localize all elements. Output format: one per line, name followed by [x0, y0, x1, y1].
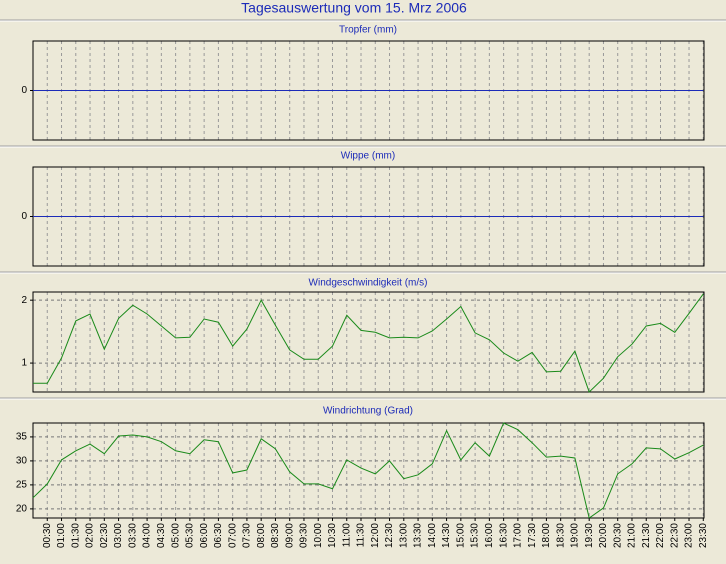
x-tick-label: 21:30	[641, 523, 652, 548]
x-tick-label: 20:30	[612, 523, 623, 548]
x-tick-label: 18:30	[555, 523, 566, 548]
panel-title: Tropfer (mm)	[339, 25, 397, 36]
x-tick-label: 18:00	[541, 523, 552, 548]
data-line	[33, 293, 704, 393]
x-tick-label: 00:30	[42, 523, 53, 548]
x-tick-label: 21:00	[627, 523, 638, 548]
x-tick-label: 07:00	[227, 523, 238, 548]
panel-title: Windrichtung (Grad)	[323, 406, 413, 417]
x-tick-label: 02:30	[99, 523, 110, 548]
x-tick-label: 09:00	[284, 523, 295, 548]
x-tick-label: 10:30	[327, 523, 338, 548]
x-tick-label: 15:30	[470, 523, 481, 548]
x-tick-label: 01:30	[70, 523, 81, 548]
plot-frame	[32, 422, 705, 519]
y-tick-label: 1	[21, 358, 27, 369]
x-tick-label: 14:30	[441, 523, 452, 548]
x-tick-label: 12:00	[370, 523, 381, 548]
x-tick-label: 15:00	[455, 523, 466, 548]
x-tick-label: 19:30	[584, 523, 595, 548]
x-tick-label: 13:00	[398, 523, 409, 548]
x-tick-label: 22:30	[669, 523, 680, 548]
y-tick-label: 30	[16, 456, 28, 467]
x-tick-label: 03:30	[127, 523, 138, 548]
x-tick-label: 11:00	[341, 523, 352, 548]
page-title: Tagesauswertung vom 15. Mrz 2006	[241, 0, 467, 16]
x-tick-label: 17:00	[513, 523, 524, 548]
y-tick-label: 35	[16, 432, 28, 443]
x-tick-label: 13:30	[413, 523, 424, 548]
x-tick-label: 02:00	[85, 523, 96, 548]
x-tick-label: 09:30	[299, 523, 310, 548]
x-tick-label: 23:30	[698, 523, 709, 548]
x-tick-label: 20:00	[598, 523, 609, 548]
x-tick-label: 08:00	[256, 523, 267, 548]
x-tick-label: 22:00	[655, 523, 666, 548]
x-tick-label: 08:30	[270, 523, 281, 548]
x-tick-label: 07:30	[242, 523, 253, 548]
y-tick-label: 0	[21, 211, 27, 222]
y-tick-label: 20	[16, 504, 28, 515]
x-tick-label: 06:00	[199, 523, 210, 548]
y-tick-label: 2	[21, 295, 27, 306]
x-tick-label: 10:00	[313, 523, 324, 548]
x-tick-label: 03:00	[113, 523, 124, 548]
x-tick-label: 17:30	[527, 523, 538, 548]
y-tick-label: 25	[16, 480, 28, 491]
x-tick-label: 16:00	[484, 523, 495, 548]
data-line	[32, 422, 704, 519]
x-tick-label: 05:00	[170, 523, 181, 548]
x-tick-label: 12:30	[384, 523, 395, 548]
panel-title: Windgeschwindigkeit (m/s)	[309, 278, 428, 289]
x-tick-label: 14:00	[427, 523, 438, 548]
x-tick-label: 16:30	[498, 523, 509, 548]
x-tick-label: 04:00	[142, 523, 153, 548]
y-tick-label: 0	[21, 85, 27, 96]
panel-title: Wippe (mm)	[341, 151, 395, 162]
x-tick-label: 01:00	[56, 523, 67, 548]
x-tick-label: 23:00	[684, 523, 695, 548]
x-tick-label: 11:30	[356, 523, 367, 548]
x-tick-label: 06:30	[213, 523, 224, 548]
x-tick-label: 04:30	[156, 523, 167, 548]
x-tick-label: 05:30	[185, 523, 196, 548]
x-tick-label: 19:00	[570, 523, 581, 548]
plot-frame	[32, 291, 705, 393]
